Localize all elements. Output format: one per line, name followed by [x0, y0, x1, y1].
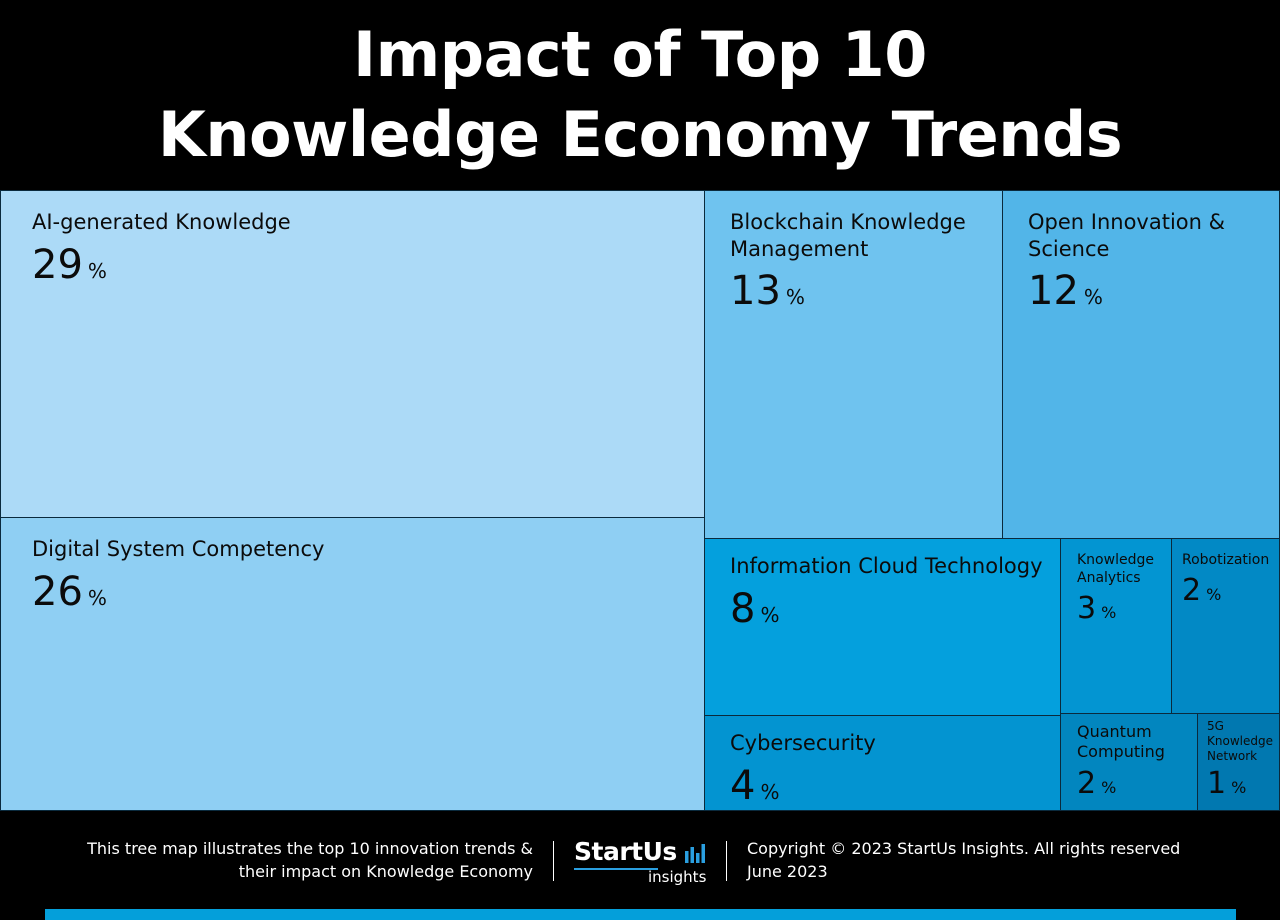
treemap-tile-5g-knowledge-network: 5G Knowledge Network 1% [1197, 713, 1280, 811]
chart-title-line-2: Knowledge Economy Trends [157, 98, 1123, 171]
tile-value: 4% [730, 762, 779, 810]
tile-value-unit: % [87, 586, 107, 610]
tile-label: Knowledge Analytics [1077, 552, 1154, 586]
tile-value: 13% [730, 267, 805, 315]
tile-label: Cybersecurity [730, 731, 876, 755]
tile-value: 3% [1077, 591, 1116, 627]
chart-header: Impact of Top 10 Knowledge Economy Trend… [0, 0, 1280, 190]
tile-value-number: 13 [730, 268, 781, 314]
tile-value-number: 2 [1077, 766, 1097, 801]
tile-label: Blockchain Knowledge Management [730, 210, 966, 261]
tile-value-unit: % [1083, 285, 1103, 309]
tile-label: AI-generated Knowledge [32, 210, 291, 234]
treemap-tile-knowledge-analytics: Knowledge Analytics 3% [1060, 538, 1172, 714]
tile-value-unit: % [760, 780, 780, 804]
tile-value: 12% [1028, 267, 1103, 315]
tile-value: 26% [32, 568, 107, 616]
tile-label: Information Cloud Technology [730, 554, 1043, 578]
tile-value-number: 29 [32, 242, 83, 288]
footer-description: This tree map illustrates the top 10 inn… [13, 837, 533, 883]
tile-value-number: 3 [1077, 591, 1097, 626]
tile-value-number: 2 [1182, 573, 1202, 608]
treemap: AI-generated Knowledge 29% Digital System … [0, 190, 1280, 811]
treemap-tile-open-innovation-and-science: Open Innovation & Science 12% [1002, 190, 1280, 539]
tile-value-number: 12 [1028, 268, 1079, 314]
tile-value: 1% [1207, 766, 1246, 802]
tile-value-number: 8 [730, 586, 756, 632]
tile-value-number: 26 [32, 569, 83, 615]
footer: This tree map illustrates the top 10 inn… [0, 811, 1280, 909]
treemap-tile-quantum-computing: Quantum Computing 2% [1060, 713, 1198, 811]
footer-date: June 2023 [747, 862, 828, 881]
bar-chart-icon [685, 844, 705, 863]
footer-description-line-2: their impact on Knowledge Economy [238, 862, 533, 881]
logo-brand: StartUs [574, 837, 677, 866]
footer-separator-right [726, 841, 727, 881]
tile-value: 2% [1077, 766, 1116, 802]
startus-logo: StartUs insights [574, 837, 708, 887]
treemap-tile-information-cloud-technology: Information Cloud Technology 8% [704, 538, 1061, 716]
tile-value-unit: % [1101, 603, 1117, 622]
tile-label: Open Innovation & Science [1028, 210, 1225, 261]
footer-copyright-block: Copyright © 2023 StartUs Insights. All r… [747, 837, 1180, 883]
tile-label: Digital System Competency [32, 537, 325, 561]
tile-value: 2% [1182, 573, 1221, 609]
tile-value-unit: % [760, 603, 780, 627]
tile-value-unit: % [87, 259, 107, 283]
tile-value-unit: % [785, 285, 805, 309]
tile-label: Quantum Computing [1077, 722, 1165, 761]
tile-value: 8% [730, 585, 779, 633]
footer-separator-left [553, 841, 554, 881]
treemap-tile-blockchain-knowledge-management: Blockchain Knowledge Management 13% [704, 190, 1003, 539]
footer-description-line-1: This tree map illustrates the top 10 inn… [87, 839, 533, 858]
logo-underline [574, 868, 658, 870]
treemap-tile-robotization: Robotization 2% [1171, 538, 1280, 714]
tile-value: 29% [32, 241, 107, 289]
tile-value-unit: % [1101, 778, 1117, 797]
tile-value-unit: % [1231, 778, 1247, 797]
treemap-tile-digital-system-competency: Digital System Competency 26% [0, 517, 705, 811]
logo-sub: insights [648, 868, 707, 886]
tile-value-unit: % [1206, 585, 1222, 604]
treemap-tile-ai-generated-knowledge: AI-generated Knowledge 29% [0, 190, 705, 518]
tile-value-number: 1 [1207, 766, 1227, 801]
tile-value-number: 4 [730, 763, 756, 809]
bottom-accent-bar [45, 909, 1236, 920]
footer-copyright: Copyright © 2023 StartUs Insights. All r… [747, 839, 1181, 858]
tile-label: Robotization [1182, 552, 1270, 568]
chart-title-line-1: Impact of Top 10 [353, 18, 927, 91]
tile-label: 5G Knowledge Network [1207, 719, 1273, 763]
treemap-tile-cybersecurity: Cybersecurity 4% [704, 715, 1061, 811]
